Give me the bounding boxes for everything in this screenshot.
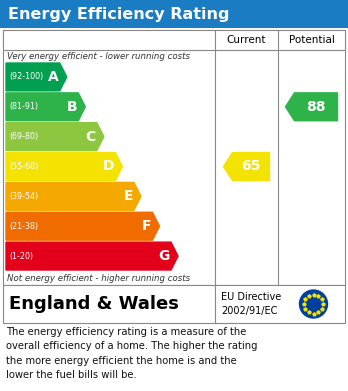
- Text: 88: 88: [306, 100, 326, 114]
- Text: F: F: [142, 219, 151, 233]
- Polygon shape: [6, 123, 104, 151]
- Text: (1-20): (1-20): [9, 251, 33, 260]
- Text: D: D: [103, 160, 114, 174]
- Text: Current: Current: [227, 35, 266, 45]
- Text: (69-80): (69-80): [9, 132, 38, 141]
- Text: Energy Efficiency Rating: Energy Efficiency Rating: [8, 7, 229, 22]
- Text: EU Directive
2002/91/EC: EU Directive 2002/91/EC: [221, 292, 281, 316]
- Text: 65: 65: [241, 160, 261, 174]
- Text: G: G: [159, 249, 170, 263]
- Polygon shape: [285, 93, 338, 121]
- Polygon shape: [6, 183, 141, 210]
- Text: Very energy efficient - lower running costs: Very energy efficient - lower running co…: [7, 52, 190, 61]
- Text: (81-91): (81-91): [9, 102, 38, 111]
- Text: Not energy efficient - higher running costs: Not energy efficient - higher running co…: [7, 274, 190, 283]
- Polygon shape: [6, 152, 122, 180]
- Bar: [0, 0, 348, 28]
- Text: (39-54): (39-54): [9, 192, 38, 201]
- Bar: [3, 30, 345, 50]
- Polygon shape: [6, 242, 178, 270]
- Text: (92-100): (92-100): [9, 72, 43, 81]
- Polygon shape: [223, 152, 269, 180]
- Text: E: E: [124, 189, 133, 203]
- Text: England & Wales: England & Wales: [9, 295, 179, 313]
- Polygon shape: [6, 212, 159, 240]
- Polygon shape: [6, 63, 67, 91]
- Text: (21-38): (21-38): [9, 222, 38, 231]
- Circle shape: [300, 290, 327, 318]
- Text: A: A: [48, 70, 59, 84]
- Text: Potential: Potential: [288, 35, 334, 45]
- Bar: [3, 285, 345, 323]
- Text: (55-68): (55-68): [9, 162, 38, 171]
- Text: B: B: [67, 100, 77, 114]
- Polygon shape: [6, 93, 85, 121]
- Bar: [3, 30, 345, 285]
- Text: The energy efficiency rating is a measure of the
overall efficiency of a home. T: The energy efficiency rating is a measur…: [6, 327, 258, 380]
- Text: C: C: [86, 130, 96, 143]
